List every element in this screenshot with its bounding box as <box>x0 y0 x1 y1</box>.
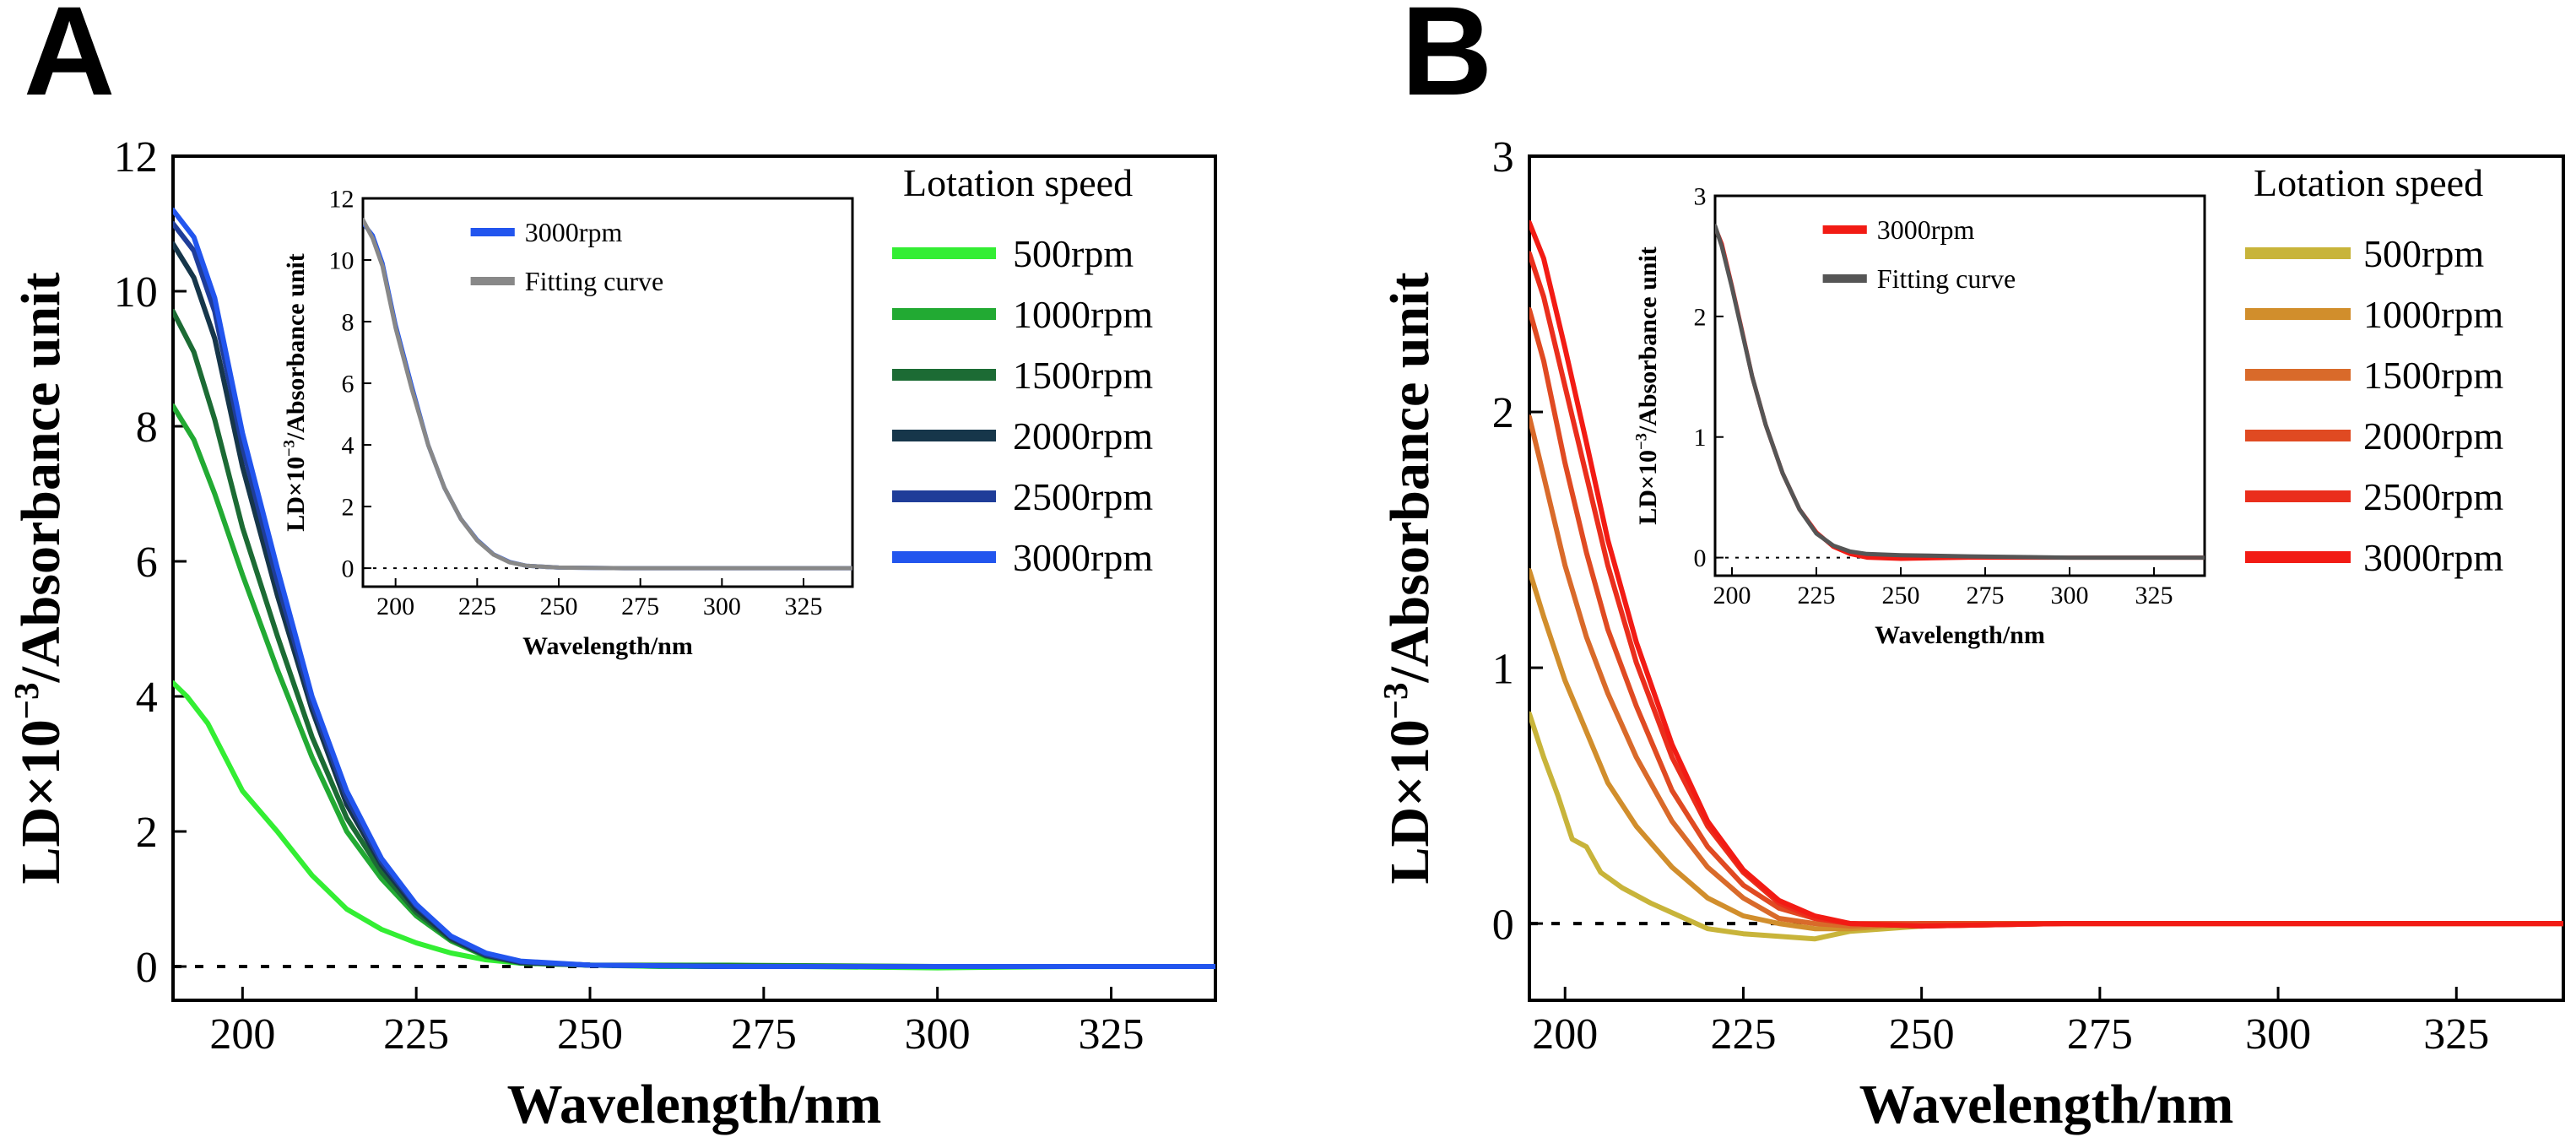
panel-b-x-axis-title: Wavelength/nm <box>1859 1074 2234 1135</box>
panel-a-xtick-label: 300 <box>905 1010 971 1059</box>
panel-a-inset-xtick-label: 250 <box>540 593 578 620</box>
panel-b-inset-y-axis-title: LD×10−3/Absorbance unit <box>1633 246 1662 525</box>
panel-a-ytick-label: 6 <box>136 539 158 587</box>
panel-a-ytick-label: 0 <box>136 944 158 992</box>
panel-a-inset-ytick-label: 2 <box>342 494 354 522</box>
panel-b-inset-xtick-label: 275 <box>1967 582 2005 609</box>
panel-b-inset-xtick-label: 300 <box>2051 582 2089 609</box>
panel-b-legend-label: 2500rpm <box>2363 475 2503 518</box>
panel-a-legend-label: 2000rpm <box>1013 414 1153 458</box>
panel-b-xtick-label: 300 <box>2245 1010 2311 1059</box>
panel-b-inset-frame <box>1713 194 2206 577</box>
panel-a-legend: Lotation speed 500rpm 1000rpm 1500rpm 2000rp… <box>892 161 1153 579</box>
panel-a-xtick-label: 325 <box>1079 1010 1145 1059</box>
panel-a-inset-ytick-label: 0 <box>342 555 354 583</box>
panel-a-inset-legend-label: Fitting curve <box>525 266 663 296</box>
panel-b-inset: 200 225 250 275 300 325 0 1 2 3 Wavelength/nm LD×10… <box>1633 183 2206 649</box>
panel-b-xtick-label: 200 <box>1532 1010 1598 1059</box>
panel-a-inset-frame <box>361 197 854 588</box>
panel-b-inset-xtick-label: 225 <box>1798 582 1836 609</box>
panel-a-ytick-label: 8 <box>136 403 158 452</box>
panel-a-inset-xtick-label: 225 <box>458 593 496 620</box>
panel-a-inset-ytick-label: 4 <box>342 432 354 460</box>
panel-b-ytick-label: 3 <box>1492 133 1514 181</box>
panel-a-inset-ytick-label: 12 <box>329 186 354 214</box>
panel-a-y-axis-title: LD×10−3/Absorbance unit <box>8 272 72 884</box>
panel-b-y-axis-title: LD×10−3/Absorbance unit <box>1377 272 1441 884</box>
panel-a-inset-xtick-label: 325 <box>785 593 823 620</box>
panel-b-xtick-label: 225 <box>1710 1010 1776 1059</box>
panel-a-legend-label: 3000rpm <box>1013 536 1153 579</box>
panel-b-ytick-label: 2 <box>1492 389 1514 437</box>
panel-a-legend-title: Lotation speed <box>903 161 1133 204</box>
panel-b-inset-ytick-label: 2 <box>1694 303 1707 331</box>
panel-b-xtick-label: 325 <box>2423 1010 2489 1059</box>
panel-a-x-axis-title: Wavelength/nm <box>507 1074 882 1135</box>
panel-a: 200 225 250 275 300 325 0 2 4 6 8 10 12 Wavelength/nm… <box>8 133 1217 1135</box>
panel-b-xtick-label: 275 <box>2067 1010 2133 1059</box>
panel-b-legend-label: 1000rpm <box>2363 293 2503 336</box>
panel-b-legend: Lotation speed 500rpm 1000rpm 1500rpm 2000rp… <box>2245 161 2503 579</box>
panel-a-inset-ytick-label: 6 <box>342 371 354 398</box>
panel-b-legend-label: 1500rpm <box>2363 354 2503 397</box>
panel-a-ytick-label: 4 <box>136 674 158 722</box>
panel-label-a: A <box>24 0 115 122</box>
panel-b-inset-ytick-label: 3 <box>1694 183 1707 211</box>
panel-b-inset-xtick-label: 325 <box>2135 582 2173 609</box>
panel-b-inset-ytick-label: 1 <box>1694 424 1707 452</box>
panel-a-inset-xtick-label: 275 <box>621 593 659 620</box>
panel-a-ytick-label: 2 <box>136 809 158 857</box>
panel-a-legend-label: 1000rpm <box>1013 293 1153 336</box>
panel-a-xtick-label: 225 <box>383 1010 449 1059</box>
panel-b-ytick-label: 0 <box>1492 901 1514 949</box>
panel-a-inset-ytick-label: 10 <box>329 247 354 275</box>
panel-a-inset-x-axis-title: Wavelength/nm <box>522 632 693 660</box>
panel-a-inset-ytick-label: 8 <box>342 309 354 337</box>
panel-a-inset-series-fitting-curve <box>363 218 852 571</box>
panel-b-xtick-label: 250 <box>1889 1010 1955 1059</box>
panel-a-legend-label: 2500rpm <box>1013 475 1153 518</box>
panel-b-inset-xtick-label: 250 <box>1882 582 1920 609</box>
panel-a-ytick-label: 12 <box>114 133 158 181</box>
panel-a-series-3000rpm <box>173 208 1215 969</box>
panel-a-legend-label: 1500rpm <box>1013 354 1153 397</box>
panel-b-inset-legend-label: 3000rpm <box>1877 214 1975 245</box>
panel-b-legend-label: 500rpm <box>2363 232 2484 275</box>
panel-b-legend-title: Lotation speed <box>2254 161 2483 204</box>
panel-a-legend-label: 500rpm <box>1013 232 1134 275</box>
panel-b-inset-x-axis-title: Wavelength/nm <box>1875 621 2045 649</box>
panel-b-inset-series-fitting-curve <box>1715 224 2205 560</box>
panel-b-inset-ytick-label: 0 <box>1694 544 1707 572</box>
panel-b-series-3000rpm <box>1529 219 2563 929</box>
panel-a-xtick-label: 200 <box>209 1010 275 1059</box>
panel-a-inset-xtick-label: 300 <box>703 593 741 620</box>
panel-a-ytick-label: 10 <box>114 268 158 317</box>
panel-b: 200 225 250 275 300 3250123Wavelength/nmLD×10… <box>1377 133 2565 1135</box>
panel-a-inset-legend-label: 3000rpm <box>525 217 623 247</box>
panel-a-inset-xtick-label: 200 <box>376 593 414 620</box>
panel-a-xtick-label: 250 <box>557 1010 623 1059</box>
panel-b-inset-xtick-label: 200 <box>1713 582 1751 609</box>
panel-b-ytick-label: 1 <box>1492 645 1514 693</box>
panel-b-legend-label: 3000rpm <box>2363 536 2503 579</box>
panel-b-legend-label: 2000rpm <box>2363 414 2503 458</box>
panel-a-inset-y-axis-title: LD×10−3/Absorbance unit <box>281 253 310 532</box>
panel-a-inset: 200 225 250 275 300 325 0 2 4 6 8 10 12 Wavelength/nm… <box>281 186 854 660</box>
panel-a-xtick-label: 275 <box>731 1010 797 1059</box>
panel-b-inset-legend-label: Fitting curve <box>1877 263 2016 294</box>
panel-label-b: B <box>1401 0 1492 122</box>
